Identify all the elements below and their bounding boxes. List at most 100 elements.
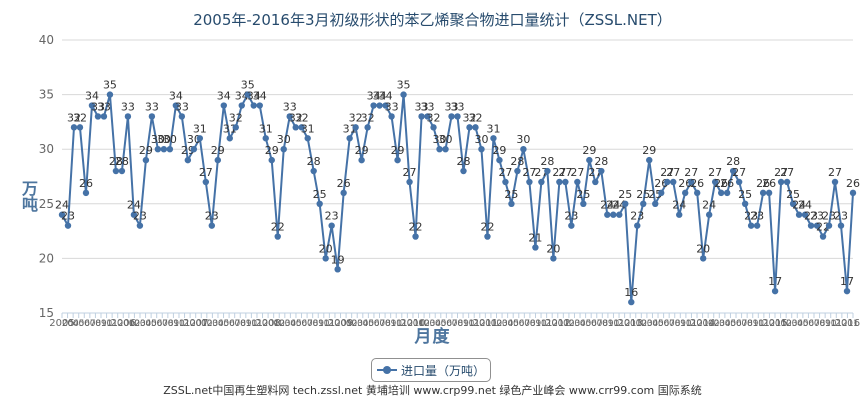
data-point [658,189,665,197]
x-tick-label: 10 [463,319,475,329]
data-label: 27 [522,166,536,179]
data-label: 26 [690,177,704,190]
data-point [801,211,809,218]
data-point [262,135,269,142]
data-label: 33 [283,100,297,113]
data-point [789,200,797,207]
data-label: 24 [600,199,614,212]
y-tick-label: 20 [39,251,54,265]
data-label: 21 [528,231,542,244]
x-tick-label: 09 [168,319,180,329]
x-tick-label: 04 [67,319,79,329]
data-label: 34 [85,90,99,103]
x-tick-label: 02 [491,319,502,329]
data-point [622,200,629,207]
data-label: 25 [738,188,752,201]
data-point [813,222,821,229]
data-label: 31 [193,122,207,135]
data-point [82,189,90,197]
x-tick-label: 10 [753,319,765,329]
x-tick-label: 06 [368,319,380,329]
data-label: 25 [636,188,650,201]
x-tick-label: 2014 [690,318,715,329]
data-label: 23 [804,210,818,223]
data-point [723,189,731,197]
x-tick-label: 07 [229,319,240,329]
x-tick-label: 04 [792,319,804,329]
x-tick-label: 05 [363,319,374,329]
x-tick-label: 02 [129,319,140,329]
x-tick-label: 01 [123,319,134,329]
data-point [250,102,257,109]
data-point [418,113,425,120]
data-label: 30 [433,133,447,146]
x-tick-label: 08 [379,319,391,329]
data-label: 30 [277,133,291,146]
data-point [310,167,317,175]
data-point [532,244,539,251]
data-point [705,211,713,218]
data-point [64,222,72,229]
data-point [238,102,245,109]
x-tick-label: 03 [569,319,580,329]
data-label: 24 [606,199,620,212]
x-tick-label: 2008 [255,318,280,329]
x-tick-label: 07 [84,319,95,329]
x-tick-label: 03 [641,319,652,329]
footer-text: ZSSL.net中国再生塑料网 tech.zssl.net 黄埔培训 www.c… [163,384,702,397]
data-point [142,156,150,164]
data-point [376,102,383,109]
data-label: 34 [367,90,381,103]
x-tick-label: 2015 [762,318,787,329]
x-tick-label: 03 [496,319,507,329]
x-tick-label: 07 [301,319,312,329]
data-label: 33 [145,100,159,113]
data-point [154,146,162,153]
data-point [370,102,377,109]
data-point [628,298,635,306]
data-label: 20 [696,242,710,255]
data-point [646,156,653,164]
y-tick-label: 40 [39,33,54,47]
data-label: 22 [271,221,285,234]
x-tick-label: 2006 [111,318,136,329]
x-tick-label: 06 [441,319,453,329]
data-label: 27 [828,166,842,179]
data-point [124,113,132,120]
data-point [388,113,395,120]
x-tick-label: 20 [62,319,74,329]
data-point [682,189,689,197]
data-label: 34 [217,90,231,103]
x-tick-label: 08 [307,319,319,329]
data-label: 30 [151,133,165,146]
x-tick-label: 12 [836,319,847,329]
data-point [322,255,329,262]
x-tick-label: 01 [847,319,858,329]
data-point [693,189,701,197]
x-axis-label: 月度 [414,327,451,347]
data-label: 19 [331,253,345,266]
data-label: 25 [786,188,800,201]
x-tick-label: 01 [485,319,496,329]
x-tick-label: 04 [647,319,659,329]
data-point [88,102,96,109]
data-label: 28 [510,155,524,168]
data-label: 34 [253,90,267,103]
x-tick-label: 09 [313,319,325,329]
data-point [460,167,467,175]
data-point [550,255,557,262]
x-tick-label: 10 [390,319,402,329]
data-point [454,113,461,120]
data-label: 29 [355,144,369,157]
data-point [436,146,443,153]
data-label: 22 [409,221,423,234]
data-label: 23 [205,210,219,223]
x-tick-label: 2009 [328,318,353,329]
x-tick-label: 04 [212,319,224,329]
data-point [490,135,497,142]
x-tick-label: 09 [95,319,107,329]
data-label: 24 [672,199,686,212]
legend[interactable]: 进口量（万吨） [371,358,491,382]
data-point [406,178,413,186]
x-tick-label: 08 [90,319,102,329]
